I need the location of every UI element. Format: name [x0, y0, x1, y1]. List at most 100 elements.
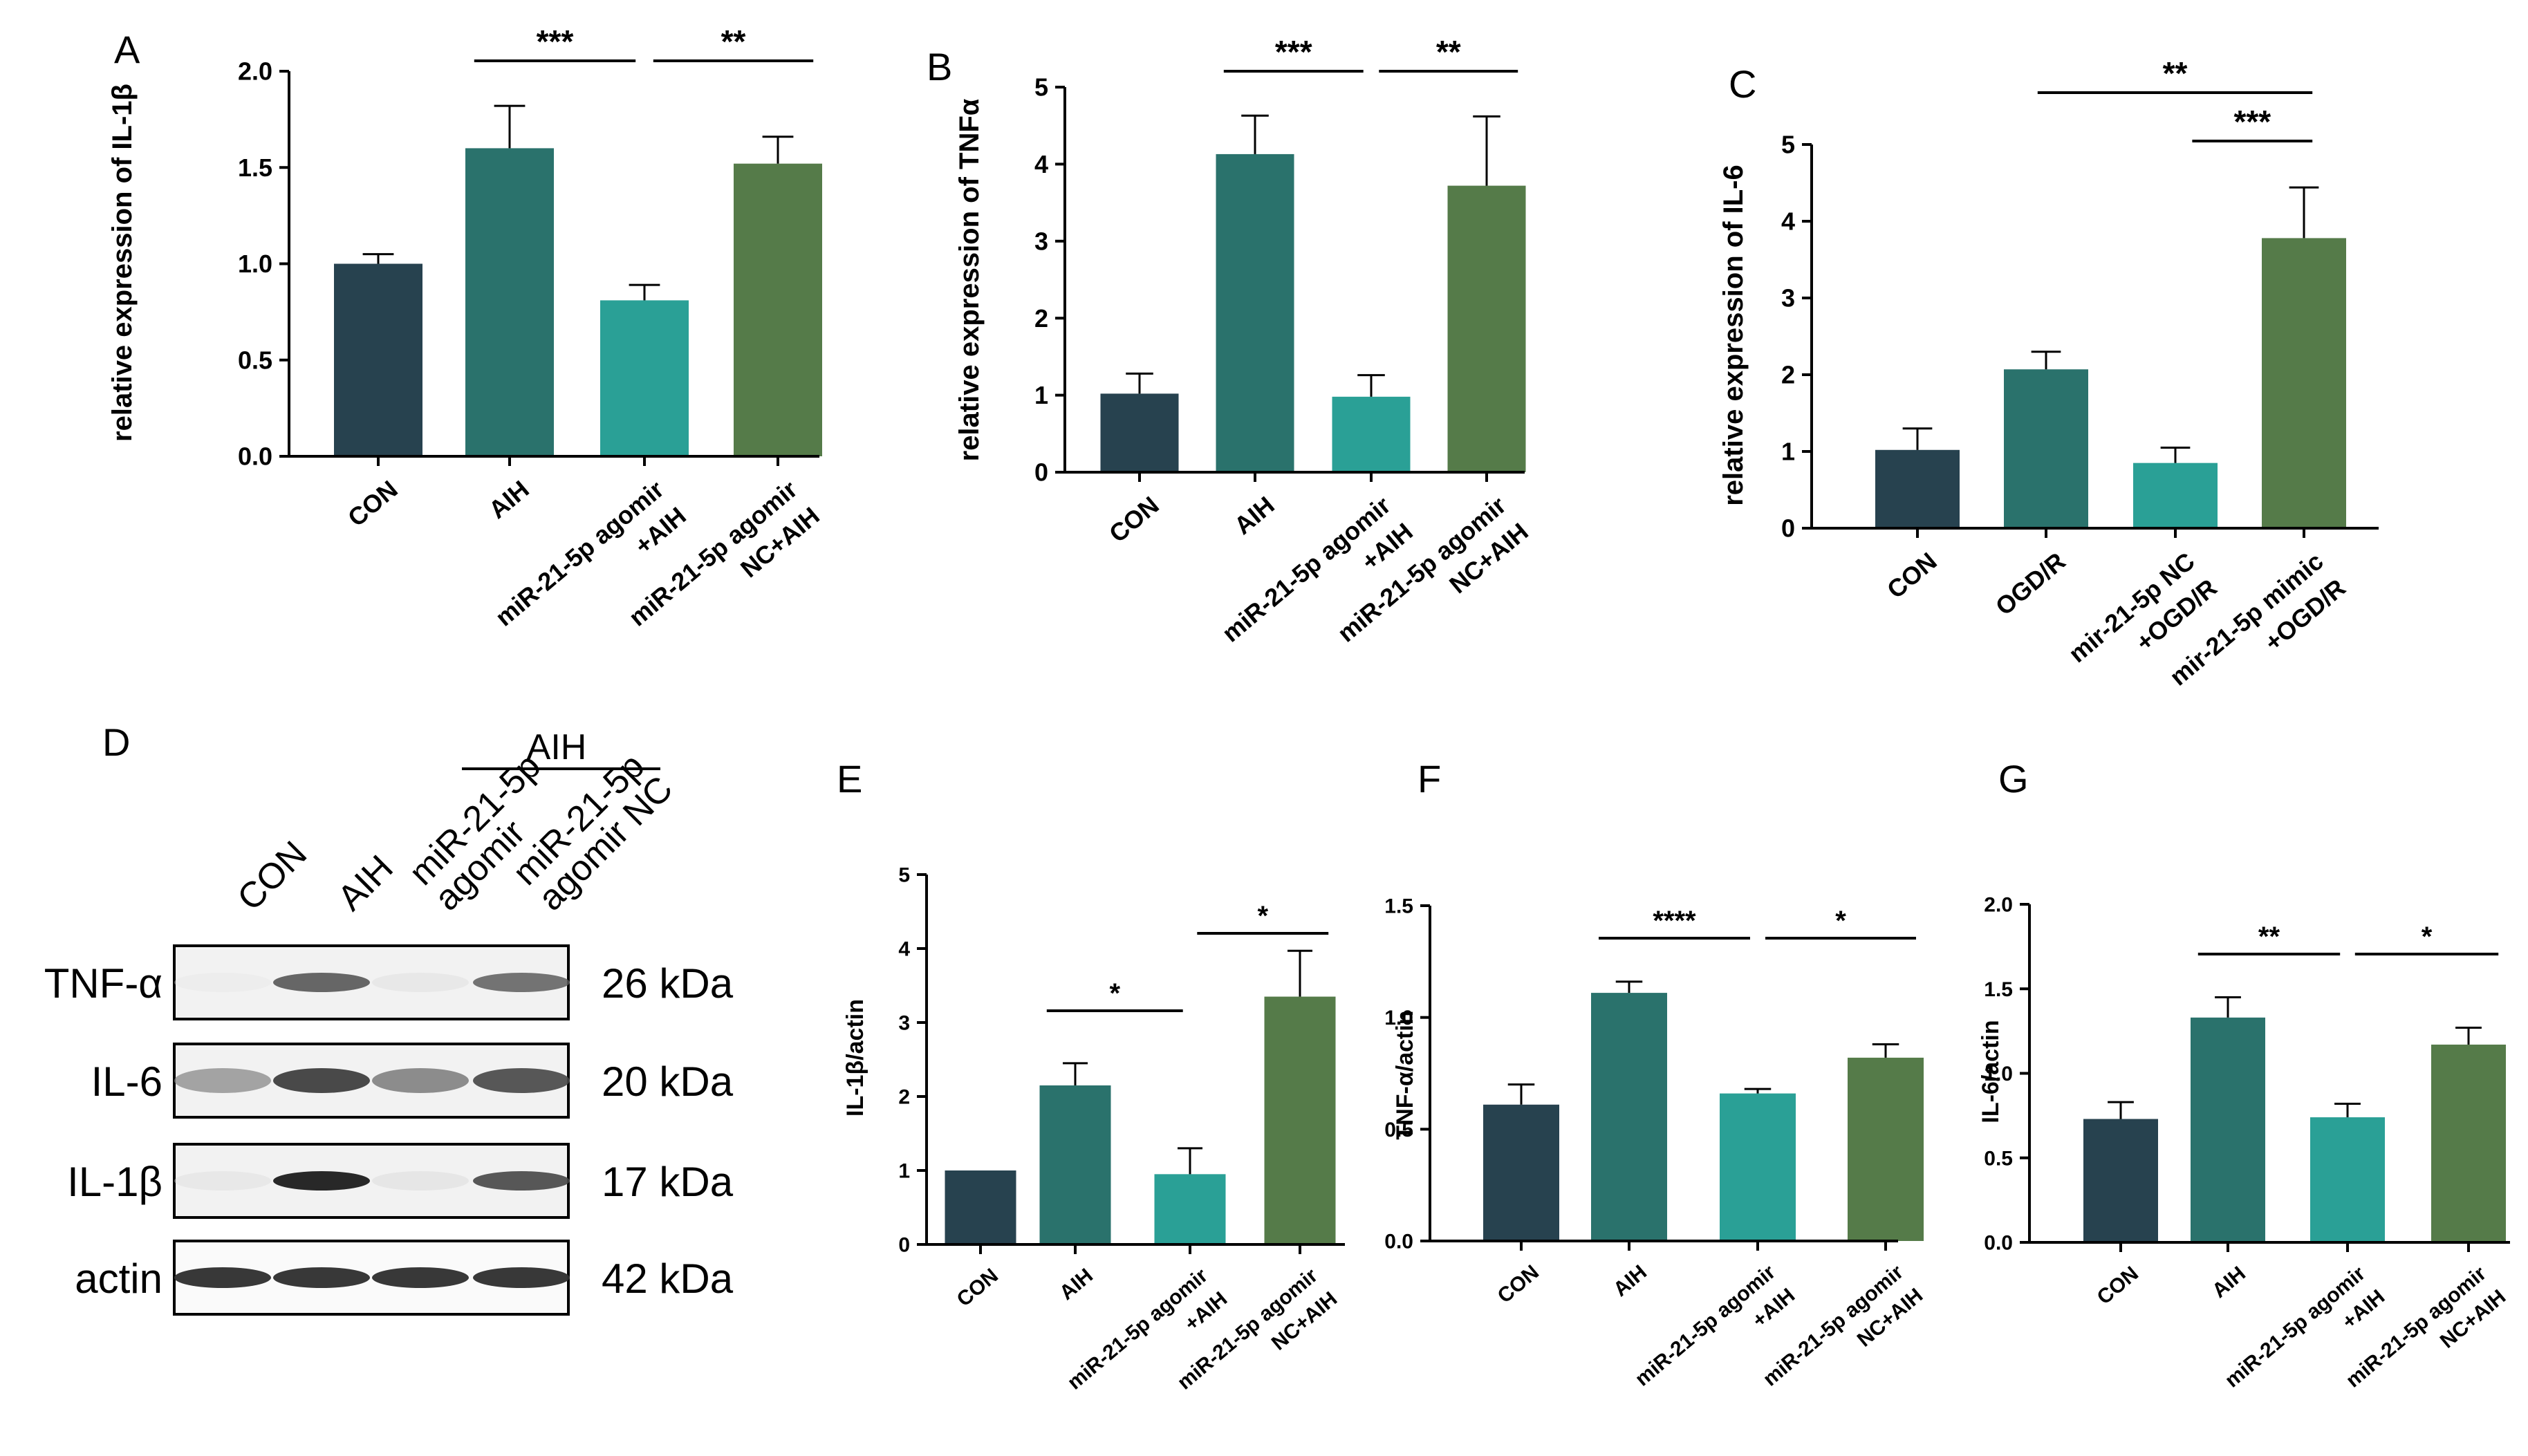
bar — [465, 148, 554, 456]
x-tick-label-line: CON — [953, 1264, 1003, 1311]
significance-label: * — [1257, 901, 1268, 931]
y-tick-label: 1.0 — [1984, 1063, 2013, 1085]
blot-band — [372, 1068, 469, 1093]
y-tick-label: 1 — [1781, 438, 1795, 466]
bar — [1720, 1093, 1796, 1241]
blot-band — [273, 1068, 370, 1093]
panel-label: F — [1418, 757, 1441, 801]
blot-band — [473, 1267, 570, 1288]
y-axis-label: IL-1β/actin — [842, 999, 868, 1117]
bar — [1483, 1104, 1559, 1241]
lane-label: CON — [230, 834, 315, 919]
blot-row: TNF-α 26 kDa — [44, 944, 734, 1020]
protein-label: actin — [75, 1256, 162, 1302]
panel-label: E — [837, 757, 862, 801]
y-tick-label: 3 — [1781, 284, 1795, 312]
blot-band — [273, 1267, 370, 1288]
blot-band — [273, 973, 370, 992]
bar — [1332, 396, 1411, 472]
y-tick-label: 3 — [1034, 227, 1048, 255]
y-tick-label: 1.0 — [238, 250, 272, 278]
blot-band — [174, 1171, 271, 1191]
band-size-label: 26 kDa — [602, 960, 734, 1007]
x-tick-label-line: AIH — [1229, 491, 1280, 540]
x-tick-label: AIH — [1229, 491, 1280, 540]
x-tick-label: CON — [2093, 1262, 2143, 1309]
significance-label: * — [2422, 922, 2433, 952]
band-size-label: 20 kDa — [602, 1058, 734, 1105]
x-tick-label-line: AIH — [1609, 1260, 1651, 1300]
y-tick-label: 1.5 — [238, 153, 272, 182]
lane-label-line: AIH — [330, 848, 400, 918]
bar — [2004, 369, 2088, 528]
x-tick-label: AIH — [1609, 1260, 1651, 1300]
blot-row: IL-1β 17 kDa — [67, 1143, 734, 1219]
y-axis-label: relative expression of IL-1β — [107, 84, 138, 442]
x-tick-label: miR-21-5p agomir+AIH — [1631, 1260, 1800, 1390]
bar — [1447, 185, 1526, 472]
y-tick-label: 2 — [898, 1086, 910, 1109]
y-tick-label: 1 — [1034, 381, 1048, 409]
bar — [2133, 463, 2218, 528]
blot-row: IL-6 20 kDa — [91, 1043, 734, 1119]
y-tick-label: 4 — [1034, 150, 1048, 178]
y-tick-label: 0.0 — [1384, 1231, 1413, 1253]
y-tick-label: 4 — [1781, 207, 1795, 236]
x-tick-label-line: AIH — [2208, 1262, 2250, 1302]
y-tick-label: 0.5 — [1384, 1119, 1413, 1141]
y-tick-label: 0 — [898, 1234, 910, 1257]
significance-label: *** — [1275, 34, 1312, 70]
x-tick-label-line: AIH — [483, 475, 535, 524]
significance-label: *** — [537, 24, 574, 59]
significance-label: ** — [721, 24, 746, 59]
panel-label: G — [1998, 757, 2029, 801]
group-label: AIH — [527, 727, 587, 767]
y-tick-label: 1 — [898, 1160, 910, 1183]
significance-label: **** — [1653, 906, 1696, 936]
significance-label: ** — [1436, 34, 1461, 70]
blot-band — [372, 973, 469, 992]
bar — [334, 263, 422, 456]
x-tick-label-line: CON — [342, 475, 403, 532]
bar — [2083, 1119, 2158, 1242]
protein-label: IL-1β — [67, 1159, 162, 1205]
y-axis-label: TNF-α/actin — [1392, 1010, 1418, 1139]
band-size-label: 42 kDa — [602, 1256, 734, 1302]
blot-band — [273, 1171, 370, 1191]
y-axis-label: relative expression of IL-6 — [1718, 165, 1749, 506]
bar — [600, 300, 689, 456]
x-tick-label: miR-21-5p agomir+AIH — [2221, 1262, 2390, 1392]
x-tick-label: CON — [1881, 547, 1942, 604]
y-tick-label: 0.5 — [238, 346, 272, 374]
bar — [2431, 1044, 2506, 1242]
blot-band — [174, 1267, 271, 1288]
lane-label: AIH — [330, 848, 400, 918]
panel-label: A — [114, 28, 140, 71]
x-tick-label-line: CON — [1104, 491, 1164, 548]
bar — [1591, 993, 1667, 1241]
band-size-label: 17 kDa — [602, 1159, 734, 1205]
bar — [2262, 238, 2346, 528]
lane-label-line: CON — [230, 834, 315, 919]
bar — [1154, 1174, 1226, 1244]
bar — [1216, 153, 1294, 472]
significance-label: * — [1109, 978, 1120, 1009]
protein-label: TNF-α — [44, 960, 162, 1007]
bar — [2310, 1117, 2385, 1242]
significance-label: * — [1835, 906, 1846, 936]
bar — [1848, 1057, 1924, 1241]
blot-band — [473, 973, 570, 992]
y-tick-label: 0.0 — [238, 442, 272, 471]
blot-band — [473, 1171, 570, 1191]
y-tick-label: 0 — [1781, 514, 1795, 543]
y-tick-label: 0 — [1034, 458, 1048, 487]
y-tick-label: 5 — [898, 864, 910, 887]
